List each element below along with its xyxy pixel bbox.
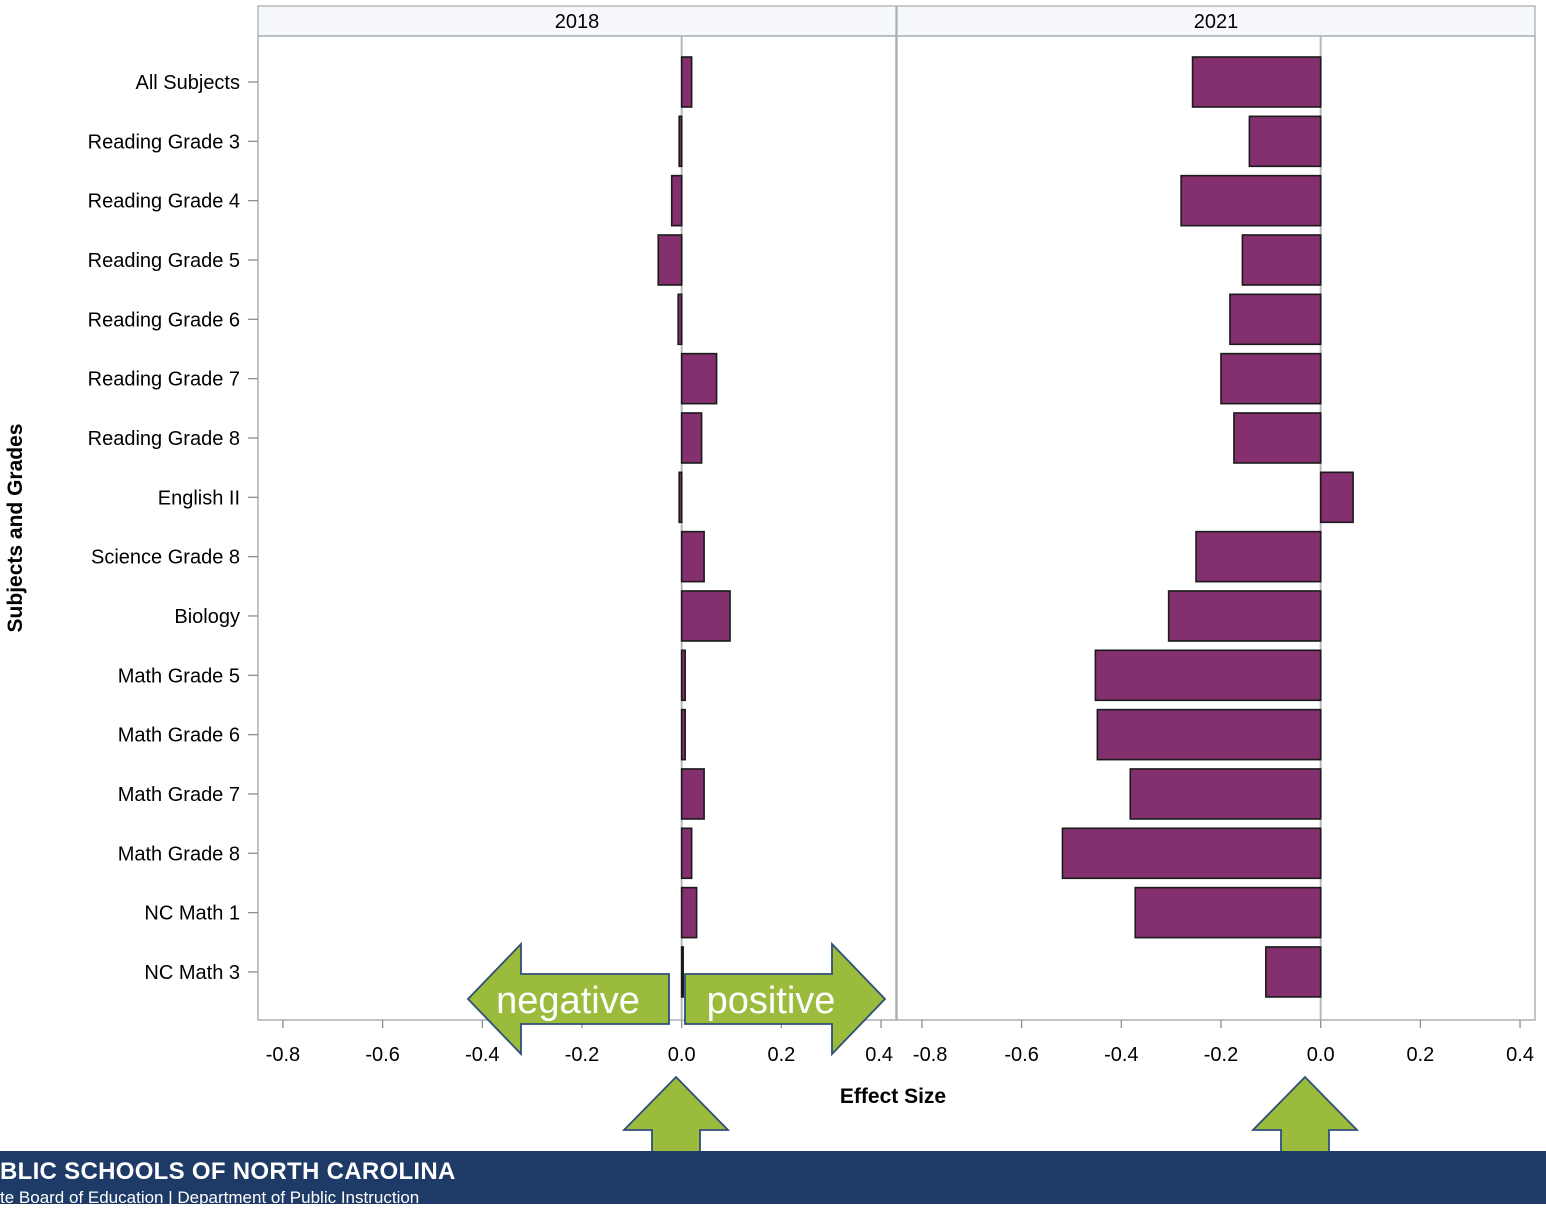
panel-2018: 2018 [257,5,897,1021]
category-label: Reading Grade 8 [88,428,240,450]
panel-2021: 2021 [896,5,1536,1021]
plot-frame [257,35,897,1021]
category-label: All Subjects [136,72,241,94]
bar-reading-grade-4 [670,174,683,227]
footer-bar [0,1151,1546,1204]
bar-math-grade-7 [680,768,705,820]
footer-subtitle: te Board of Education | Department of Pu… [0,1188,420,1207]
panel-header [896,5,1536,37]
category-label: NC Math 3 [144,962,240,984]
bar-all-subjects [680,56,693,108]
bar-reading-grade-3 [1248,115,1322,168]
bar-math-grade-8 [680,827,693,880]
positive-label: positive [707,980,836,1022]
category-label: Math Grade 5 [118,665,240,687]
bar-all-subjects [1191,56,1322,108]
negative-label: negative [496,980,640,1022]
category-label: Math Grade 7 [118,784,240,806]
x-axis-title: Effect Size [840,1085,946,1108]
bar-english-ii [678,471,683,524]
footer-organization: BLIC SCHOOLS OF NORTH CAROLINA [0,1158,456,1185]
x-tick-label: -0.2 [565,1044,599,1066]
bar-math-grade-5 [680,649,686,702]
bar-math-grade-6 [1096,708,1322,761]
bar-nc-math-3 [680,946,684,998]
x-tick-label: 0.4 [865,1044,893,1066]
bar-science-grade-8 [1195,530,1322,583]
x-tick-label: 0.0 [1307,1044,1335,1066]
bar-reading-grade-8 [680,412,703,464]
x-tick-label: 0.2 [767,1044,795,1066]
category-label: Biology [174,606,240,628]
bar-math-grade-7 [1129,768,1322,820]
bar-reading-grade-5 [657,234,683,286]
category-label: Reading Grade 6 [88,309,240,331]
x-tick-label: 0.2 [1406,1044,1434,1066]
x-tick-label: -0.4 [465,1044,499,1066]
x-tick-label: 0.0 [668,1044,696,1066]
panel-title: 2021 [1194,11,1239,33]
bar-reading-grade-3 [678,115,683,168]
category-label: English II [158,487,240,509]
positive-arrow [684,941,887,1057]
bar-biology [680,590,731,642]
bar-math-grade-6 [680,708,686,761]
category-label: Math Grade 6 [118,725,240,747]
negative-arrow [466,941,670,1057]
x-tick-label: -0.8 [913,1044,947,1066]
bar-reading-grade-7 [1220,352,1322,405]
category-label: Reading Grade 3 [88,131,240,153]
bar-english-ii [1319,471,1354,524]
bar-reading-grade-6 [1229,293,1322,346]
x-tick-label: -0.2 [1204,1044,1238,1066]
x-tick-label: -0.6 [365,1044,399,1066]
bar-biology [1167,590,1322,642]
bar-nc-math-1 [680,886,698,939]
bar-math-grade-8 [1061,827,1322,880]
category-label: Math Grade 8 [118,843,240,865]
bar-science-grade-8 [680,530,705,583]
bar-reading-grade-8 [1233,412,1322,464]
x-tick-label: 0.4 [1506,1044,1534,1066]
x-tick-label: -0.8 [266,1044,300,1066]
bar-reading-grade-5 [1241,234,1322,286]
bar-reading-grade-4 [1180,174,1322,227]
x-tick-label: -0.6 [1004,1044,1038,1066]
bar-reading-grade-6 [677,293,683,346]
bar-math-grade-5 [1094,649,1322,702]
bar-nc-math-1 [1134,886,1322,939]
category-label: Reading Grade 4 [88,191,240,213]
category-label: Reading Grade 5 [88,250,240,272]
category-label: Reading Grade 7 [88,369,240,391]
x-tick-label: -0.4 [1104,1044,1138,1066]
panel-header [257,5,897,37]
bar-reading-grade-7 [680,352,718,405]
bar-nc-math-3 [1265,946,1322,998]
category-label: NC Math 1 [144,903,240,925]
y-axis-title: Subjects and Grades [4,424,27,633]
panel-title: 2018 [555,11,600,33]
category-label: Science Grade 8 [91,547,240,569]
